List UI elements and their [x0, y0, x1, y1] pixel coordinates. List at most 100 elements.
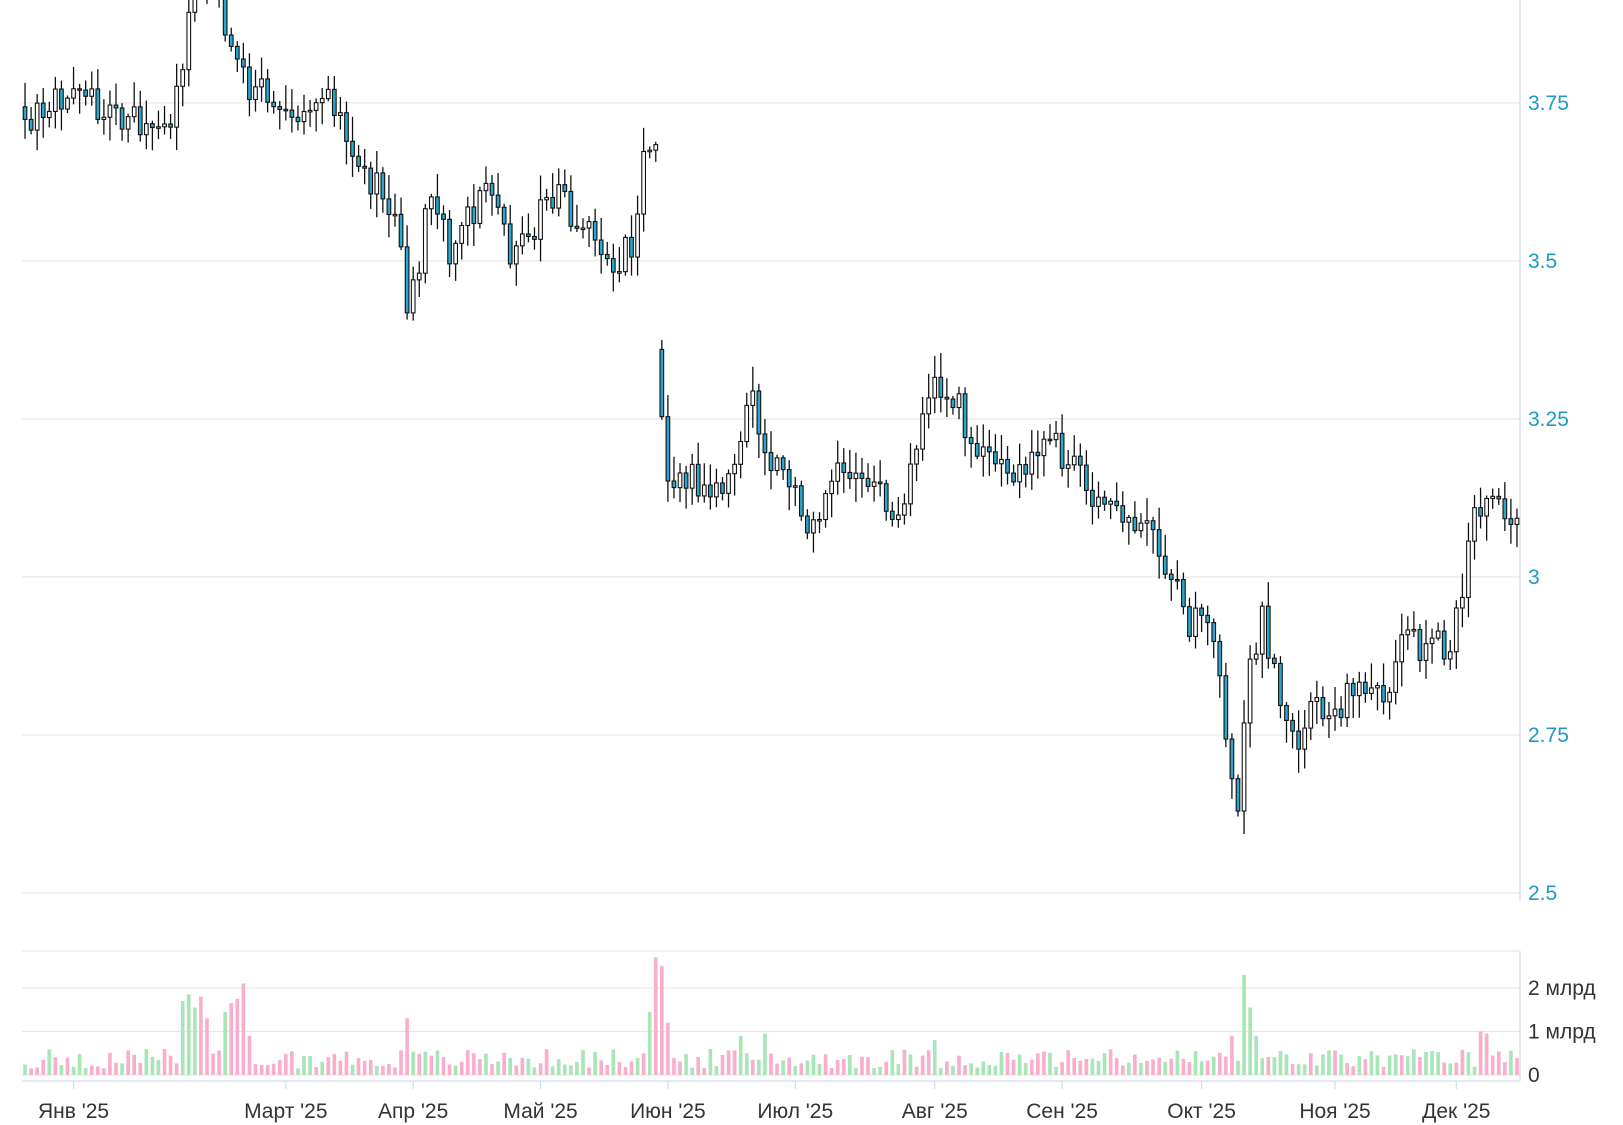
volume-bar	[283, 1054, 288, 1075]
price-tick-label: 2.5	[1528, 882, 1557, 905]
volume-bar	[647, 1011, 652, 1075]
candle-body	[1393, 661, 1399, 693]
volume-bar	[241, 983, 246, 1075]
candle-body	[247, 66, 252, 101]
candle-body	[441, 213, 446, 220]
volume-bar	[1478, 1031, 1483, 1075]
volume-bar	[581, 1050, 585, 1075]
candle-body	[1453, 607, 1459, 653]
volume-bar	[193, 1007, 197, 1075]
candle	[507, 204, 513, 269]
candle	[999, 435, 1004, 487]
candle	[811, 511, 816, 553]
candle-body	[1017, 464, 1023, 483]
candle	[265, 69, 270, 113]
volume-bar	[896, 1064, 901, 1075]
candle-body	[362, 165, 368, 169]
candle	[1478, 487, 1483, 529]
volume-bar	[1205, 1060, 1210, 1075]
month-label: Сен '25	[1026, 1100, 1098, 1123]
candle	[301, 94, 307, 135]
volume-bar	[441, 1057, 446, 1075]
volume-bar	[23, 1064, 27, 1075]
candle	[744, 392, 750, 448]
volume-bar	[757, 1059, 761, 1075]
volume-bar	[1133, 1054, 1137, 1075]
volume-bar	[1090, 1058, 1095, 1075]
candle	[119, 103, 125, 141]
candle	[1375, 682, 1380, 711]
candle	[756, 383, 762, 459]
candle	[374, 151, 380, 218]
volume-bar	[1102, 1053, 1107, 1075]
volume-bar	[963, 1065, 967, 1075]
candle-body	[950, 398, 956, 409]
volume-bar	[520, 1057, 525, 1075]
volume-bar	[1017, 1054, 1022, 1075]
volume-bar	[1054, 1066, 1058, 1075]
volume-bar	[1072, 1057, 1077, 1075]
volume-bar	[102, 1068, 106, 1075]
candle	[137, 90, 143, 142]
candle-body	[1405, 629, 1411, 636]
candle	[1272, 653, 1277, 669]
candle	[107, 90, 113, 141]
candle	[350, 116, 355, 177]
candle	[1399, 613, 1405, 687]
candle-body	[52, 88, 58, 113]
candle-body	[1083, 464, 1089, 491]
candle-body	[780, 457, 786, 471]
candle	[580, 218, 586, 239]
volume-bar	[320, 1061, 325, 1075]
volume-bar	[1284, 1054, 1289, 1075]
candle	[435, 174, 440, 230]
candle	[1126, 514, 1132, 545]
candle-body	[1441, 630, 1447, 660]
candle-body	[1168, 573, 1174, 581]
candle-body	[798, 485, 804, 517]
volume-bar	[981, 1061, 986, 1075]
candle-body	[380, 172, 386, 200]
volume-bar	[1120, 1065, 1125, 1075]
candle	[313, 98, 319, 132]
volume-bar	[459, 1061, 464, 1075]
candle-body	[1314, 697, 1320, 703]
candle	[974, 425, 980, 460]
candle	[1423, 620, 1429, 679]
candle	[1453, 600, 1459, 669]
volume-bar	[575, 1061, 579, 1075]
candle	[1417, 624, 1423, 673]
volume-bar	[435, 1050, 440, 1075]
candle	[926, 373, 932, 429]
candle-body	[1429, 637, 1435, 645]
candle	[180, 63, 186, 107]
volume-bar	[1260, 1058, 1265, 1075]
candle	[532, 227, 537, 250]
candle	[847, 449, 853, 489]
candle-body	[1011, 472, 1016, 483]
volume-bar	[781, 1060, 785, 1075]
volume-bar	[332, 1053, 337, 1075]
candle	[774, 454, 780, 476]
candle	[683, 465, 689, 509]
candle-body	[823, 493, 828, 521]
candle-body	[495, 194, 501, 208]
candle	[495, 172, 501, 215]
candle-body	[677, 472, 683, 489]
candle-body	[1350, 682, 1356, 697]
candle-body	[550, 196, 556, 209]
volume-bar	[368, 1059, 373, 1075]
candle	[1071, 435, 1077, 471]
candle	[447, 210, 452, 277]
candle-body	[1290, 719, 1295, 732]
candle	[950, 395, 956, 415]
candle	[568, 175, 574, 232]
volume-bar	[174, 1063, 179, 1075]
candle	[1320, 686, 1326, 727]
candle-body	[1023, 464, 1029, 475]
candle	[234, 41, 240, 73]
volume-bar	[793, 1066, 798, 1075]
volume-bar	[987, 1064, 992, 1075]
candle-body	[1035, 451, 1041, 457]
